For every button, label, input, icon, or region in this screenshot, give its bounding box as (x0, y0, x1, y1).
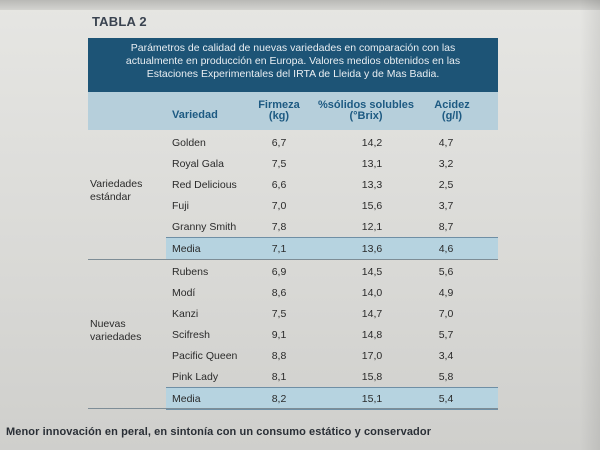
media-row: Media 8,2 15,1 5,4 (166, 387, 498, 410)
cell-firmeza: 7,0 (271, 200, 287, 212)
cell-solidos: 13,6 (361, 243, 383, 255)
header-acidez-label: Acidez (434, 99, 470, 111)
cell-acidez: 2,5 (438, 179, 454, 191)
table-row: Golden 6,7 14,2 4,7 (166, 132, 498, 153)
cell-firmeza: 7,5 (271, 158, 287, 170)
cell-solidos: 14,2 (361, 137, 383, 149)
table-row: Red Delicious 6,6 13,3 2,5 (166, 174, 498, 195)
cell-firmeza: 6,7 (271, 137, 287, 149)
cell-firmeza: 7,1 (271, 243, 287, 255)
cell-firmeza: 8,2 (271, 393, 287, 405)
table-row: Scifresh 9,1 14,8 5,7 (166, 324, 498, 345)
cell-firmeza: 8,6 (271, 287, 287, 299)
table-row: Kanzi 7,5 14,7 7,0 (166, 303, 498, 324)
group-label-line: Variedades (90, 178, 143, 190)
cell-acidez: 3,2 (438, 158, 454, 170)
caption-line: Estaciones Experimentales del IRTA de Ll… (146, 68, 440, 80)
cell-acidez: 5,6 (438, 266, 454, 278)
cell-solidos: 14,7 (361, 308, 383, 320)
cell-solidos: 15,1 (361, 393, 383, 405)
cell-acidez: 7,0 (438, 308, 454, 320)
cell-variedad: Modí (172, 287, 196, 299)
table-bottom-rule (88, 408, 498, 409)
table-row: Fuji 7,0 15,6 3,7 (166, 195, 498, 216)
cell-variedad: Golden (172, 137, 206, 149)
table-row: Pacific Queen 8,8 17,0 3,4 (166, 345, 498, 366)
cell-firmeza: 8,1 (271, 371, 287, 383)
header-firmeza-label: Firmeza (258, 99, 300, 111)
cell-acidez: 5,8 (438, 371, 454, 383)
cell-solidos: 14,5 (361, 266, 383, 278)
header-acidez: Acidez (g/l) (422, 100, 482, 122)
article-subheading: Menor innovación en peral, en sintonía c… (6, 426, 432, 438)
cell-acidez: 5,7 (438, 329, 454, 341)
group-label-line: variedades (90, 331, 142, 343)
cell-variedad: Pacific Queen (172, 350, 238, 362)
top-bar (0, 0, 600, 10)
cell-acidez: 4,6 (438, 243, 454, 255)
cell-media-label: Media (172, 393, 201, 405)
cell-firmeza: 7,8 (271, 221, 287, 233)
media-row: Media 7,1 13,6 4,6 (166, 237, 498, 260)
caption-line: actualmente en producción en Europa. Val… (125, 55, 461, 67)
cell-variedad: Pink Lady (172, 371, 219, 383)
cell-solidos: 13,1 (361, 158, 383, 170)
cell-media-label: Media (172, 243, 201, 255)
table-caption: Parámetros de calidad de nuevas variedad… (88, 38, 498, 92)
cell-acidez: 4,7 (438, 137, 454, 149)
cell-solidos: 15,8 (361, 371, 383, 383)
table-row: Modí 8,6 14,0 4,9 (166, 282, 498, 303)
cell-variedad: Fuji (172, 200, 189, 212)
header-solidos: %sólidos solubles (°Brix) (312, 100, 420, 122)
cell-solidos: 14,0 (361, 287, 383, 299)
table-row: Rubens 6,9 14,5 5,6 (166, 261, 498, 282)
cell-solidos: 17,0 (361, 350, 383, 362)
header-firmeza-unit: (kg) (268, 110, 290, 122)
cell-acidez: 5,4 (438, 393, 454, 405)
cell-acidez: 8,7 (438, 221, 454, 233)
group-label-nuevas: Nuevas variedades (90, 318, 160, 344)
caption-line: Parámetros de calidad de nuevas variedad… (130, 42, 456, 54)
group-label-line: estándar (90, 191, 131, 203)
cell-firmeza: 9,1 (271, 329, 287, 341)
table-row: Royal Gala 7,5 13,1 3,2 (166, 153, 498, 174)
cell-firmeza: 8,8 (271, 350, 287, 362)
group-label-line: Nuevas (90, 318, 126, 330)
cell-solidos: 13,3 (361, 179, 383, 191)
cell-variedad: Red Delicious (172, 179, 237, 191)
header-firmeza: Firmeza (kg) (252, 100, 306, 122)
table-row: Pink Lady 8,1 15,8 5,8 (166, 366, 498, 387)
cell-solidos: 12,1 (361, 221, 383, 233)
table-row: Granny Smith 7,8 12,1 8,7 (166, 216, 498, 237)
cell-variedad: Kanzi (172, 308, 199, 320)
cell-firmeza: 7,5 (271, 308, 287, 320)
header-solidos-unit: (°Brix) (349, 110, 383, 122)
cell-variedad: Royal Gala (172, 158, 224, 170)
group-divider (88, 259, 498, 260)
header-solidos-label: %sólidos solubles (318, 99, 414, 111)
table-header: Variedad Firmeza (kg) %sólidos solubles … (88, 92, 498, 130)
cell-acidez: 4,9 (438, 287, 454, 299)
screen-edge-shade (580, 0, 600, 450)
cell-variedad: Rubens (172, 266, 209, 278)
cell-acidez: 3,7 (438, 200, 454, 212)
group-label-estandar: Variedades estándar (90, 178, 160, 204)
cell-solidos: 14,8 (361, 329, 383, 341)
cell-firmeza: 6,9 (271, 266, 287, 278)
cell-solidos: 15,6 (361, 200, 383, 212)
cell-variedad: Scifresh (172, 329, 210, 341)
cell-firmeza: 6,6 (271, 179, 287, 191)
table-title: TABLA 2 (92, 14, 147, 29)
cell-variedad: Granny Smith (172, 221, 237, 233)
cell-acidez: 3,4 (438, 350, 454, 362)
header-acidez-unit: (g/l) (441, 110, 463, 122)
header-variedad: Variedad (172, 109, 218, 121)
